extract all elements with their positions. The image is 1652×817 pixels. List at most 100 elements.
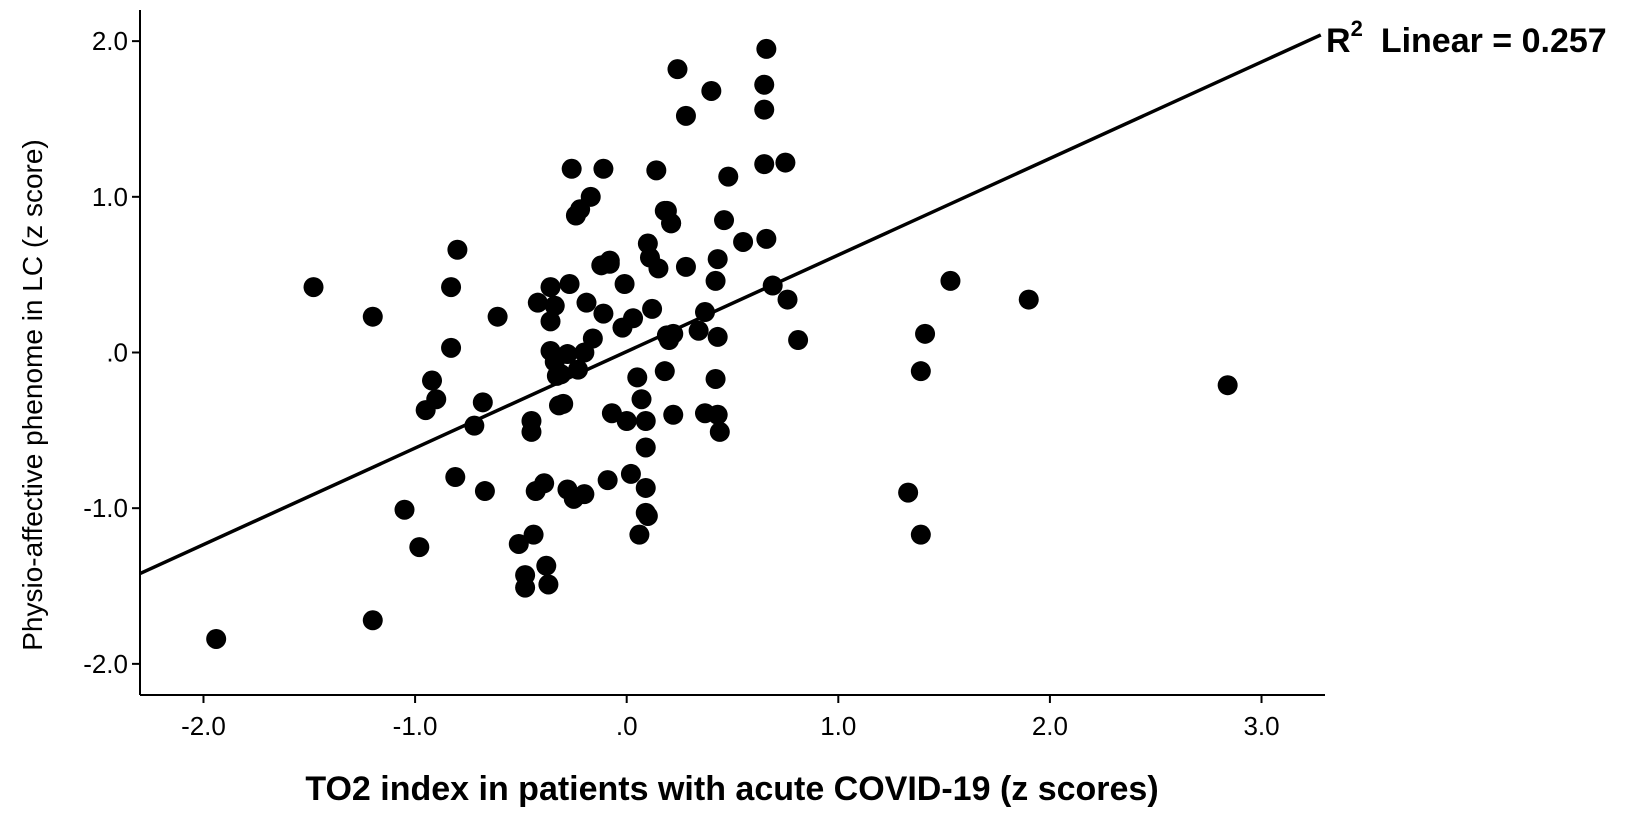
data-point [472,392,493,413]
data-point [635,437,656,458]
x-tick-label: 1.0 [820,711,856,741]
data-point [648,258,669,279]
data-point [675,256,696,277]
data-point [667,59,688,80]
fit-label-text: Linear = 0.257 [1381,22,1607,60]
data-point [688,320,709,341]
data-point [646,160,667,181]
data-point [576,292,597,313]
data-point [540,277,561,298]
data-point [627,367,648,388]
data-point [701,80,722,101]
y-tick-label: -2.0 [83,649,128,679]
data-point [538,574,559,595]
data-point [705,368,726,389]
y-tick-label: -1.0 [83,493,128,523]
x-tick-label: 2.0 [1032,711,1068,741]
data-point [521,421,542,442]
data-point [940,270,961,291]
fit-label-r: R [1326,22,1351,60]
data-point [915,323,936,344]
data-point [422,370,443,391]
data-point [303,277,324,298]
data-point [362,610,383,631]
x-tick-label: -1.0 [393,711,438,741]
data-point [654,361,675,382]
data-point [206,628,227,649]
data-point [441,277,462,298]
data-point [675,105,696,126]
data-point [756,38,777,59]
data-point [707,249,728,270]
data-point [635,411,656,431]
data-point [527,292,548,313]
data-point [775,152,796,173]
y-ticks: -2.0 -1.0 .0 1.0 2.0 [83,26,140,679]
y-tick-label: .0 [106,338,128,368]
data-point [445,467,466,488]
y-axis-title: Physio-affective phenome in LC (z score) [17,139,48,651]
data-point [557,344,578,365]
data-point [616,411,637,431]
data-point [409,537,430,558]
data-point [629,524,650,545]
y-tick-label: 1.0 [92,182,128,212]
fit-label: R2 Linear = 0.257 [1326,16,1607,60]
data-point [544,295,565,316]
x-tick-label: -2.0 [181,711,226,741]
data-point [707,404,728,425]
fit-label-superscript: 2 [1351,16,1363,41]
data-point [637,505,658,526]
data-point [756,228,777,249]
data-point [910,361,931,382]
data-point [508,533,529,554]
data-point [582,328,603,349]
data-point [601,403,622,424]
data-point [642,298,663,319]
data-point [362,306,383,327]
data-point [523,524,544,545]
data-point [394,499,415,520]
x-tick-label: .0 [616,711,638,741]
data-point [714,210,735,231]
data-point [593,303,614,324]
data-point [1018,289,1039,310]
data-point [623,308,644,329]
data-point [559,274,580,294]
data-point [631,389,652,410]
x-ticks: -2.0 -1.0 .0 1.0 2.0 3.0 [181,695,1280,741]
data-point [718,166,739,187]
data-point [614,274,635,294]
data-point [910,524,931,545]
data-point [663,404,684,425]
data-point [515,577,536,598]
data-point [561,158,582,179]
data-point [599,253,620,274]
data-point [709,421,730,442]
data-point [754,154,775,175]
data-point [754,99,775,120]
data-point [733,231,754,252]
data-point [661,213,682,234]
data-point [635,477,656,498]
data-point [620,463,641,484]
data-point [540,311,561,332]
data-point [580,186,601,207]
data-point [707,326,728,347]
x-tick-label: 3.0 [1243,711,1279,741]
data-point [705,270,726,291]
data-point [553,393,574,414]
data-point [447,239,468,260]
y-tick-label: 2.0 [92,26,128,56]
data-point [597,470,618,491]
data-points [206,38,1238,649]
data-point [534,473,555,494]
data-point [574,484,595,505]
data-point [1217,375,1238,396]
data-point [777,289,798,310]
data-point [593,158,614,179]
data-point [426,389,447,410]
data-point [754,74,775,95]
data-point [441,337,462,358]
